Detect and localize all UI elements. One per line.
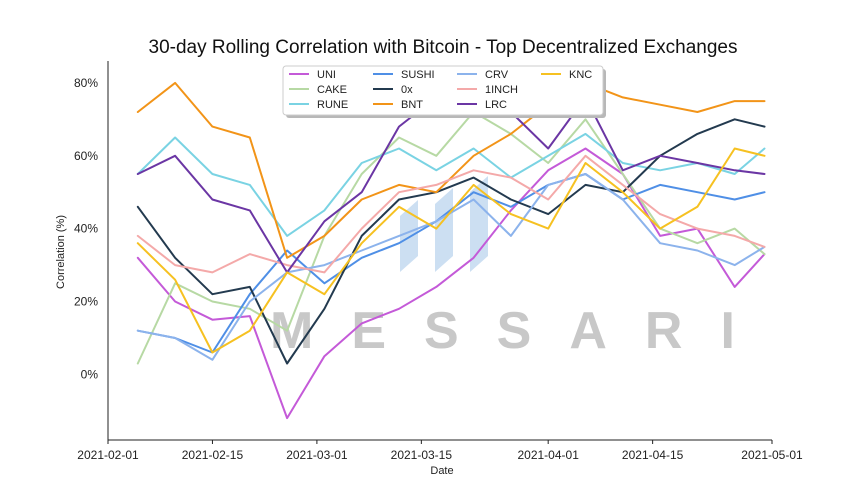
y-tick-label: 20% (74, 295, 98, 309)
series-line-1inch (136, 154, 766, 274)
legend-items: UNI CAKE RUNE SUSHI 0x BNT CRV 1INCH LRC KNC (289, 69, 592, 111)
legend-box (282, 65, 604, 116)
legend-label-crv: CRV (485, 69, 509, 81)
y-tick-label: 40% (74, 222, 98, 236)
watermark: MESSARI (270, 176, 773, 360)
series-line-0x (136, 118, 766, 365)
x-tick-label: 2021-02-15 (182, 448, 244, 462)
legend-label-sushi: SUSHI (401, 69, 435, 81)
x-tick-label: 2021-03-15 (391, 448, 453, 462)
series-line-crv (136, 173, 766, 361)
y-axis-title: Correlation (%) (55, 215, 67, 289)
legend-label-1inch: 1INCH (485, 84, 518, 96)
legend-label-rune: RUNE (317, 99, 348, 111)
x-ticks: 2021-02-01 2021-02-15 2021-03-01 2021-03-15… (77, 440, 803, 462)
axes (107, 61, 772, 441)
legend-label-uni: UNI (317, 69, 336, 81)
y-tick-label: 0% (81, 367, 99, 381)
series-line-uni (136, 147, 766, 420)
series-line-bnt (136, 81, 766, 259)
legend-label-lrc: LRC (485, 99, 507, 111)
x-tick-label: 2021-04-01 (517, 448, 579, 462)
y-tick-label: 60% (74, 149, 98, 163)
series-line-rune (136, 132, 766, 237)
legend-label-knc: KNC (569, 69, 592, 81)
series-line-knc (136, 147, 766, 354)
x-axis-title: Date (430, 465, 453, 477)
y-tick-label: 80% (74, 76, 98, 90)
y-ticks: 0% 20% 40% 60% 80% (74, 76, 98, 382)
watermark-text: MESSARI (270, 302, 773, 360)
legend: UNI CAKE RUNE SUSHI 0x BNT CRV 1INCH LRC KNC (282, 65, 606, 118)
chart-title: 30-day Rolling Correlation with Bitcoin … (149, 37, 738, 58)
x-tick-label: 2021-02-01 (77, 448, 139, 462)
x-tick-label: 2021-05-01 (741, 448, 803, 462)
x-tick-label: 2021-03-01 (286, 448, 348, 462)
legend-label-bnt: BNT (401, 99, 423, 111)
legend-label-0x: 0x (401, 84, 413, 96)
series-line-cake (136, 111, 766, 365)
x-tick-label: 2021-04-15 (622, 448, 684, 462)
legend-label-cake: CAKE (317, 84, 347, 96)
